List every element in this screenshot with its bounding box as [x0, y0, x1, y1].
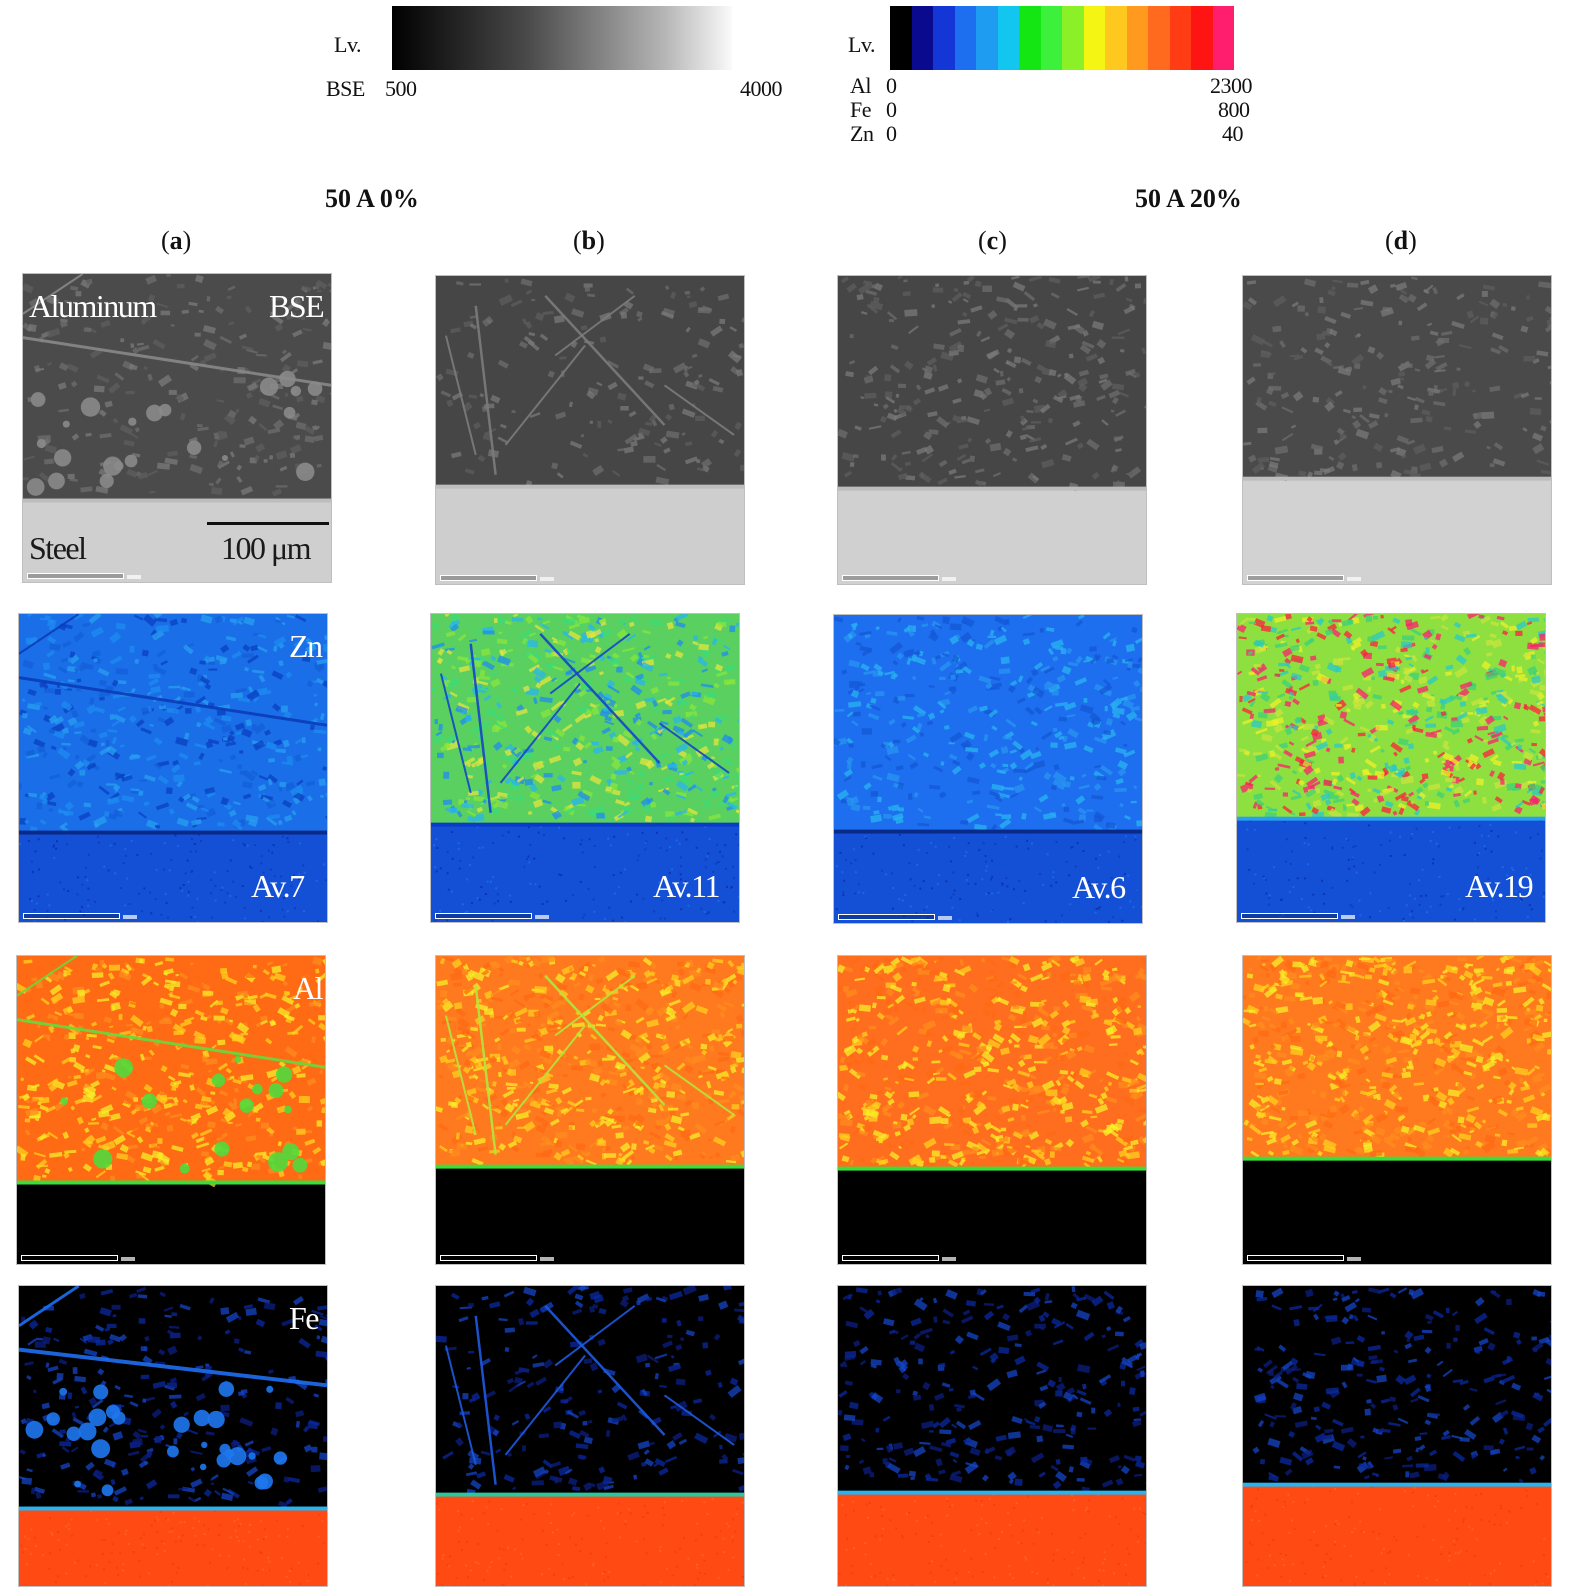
element-color-scale [890, 6, 1234, 70]
color-swatch-5 [997, 6, 1019, 70]
legend-min-zn: 0 [886, 121, 897, 146]
zn-average-a: Av.7 [251, 868, 305, 904]
fe-map-a: Fe [18, 1285, 328, 1587]
color-swatch-6 [1019, 6, 1041, 70]
zn-map-c: Av.6 [833, 614, 1143, 924]
legend-min-al: 0 [886, 73, 897, 98]
color-swatch-2 [933, 6, 955, 70]
bse-panel-label: BSE [269, 288, 325, 324]
fe-map-b [435, 1285, 745, 1587]
bse-image-a: Aluminum BSE Steel 100 μm [22, 273, 332, 583]
zn-map-a: Zn Av.7 [18, 613, 328, 923]
condition-left: 50 A 0% [325, 184, 419, 213]
bse-max: 4000 [740, 76, 783, 101]
zn-average-d: Av.19 [1465, 868, 1534, 904]
color-swatch-12 [1148, 6, 1170, 70]
fe-label: Fe [289, 1300, 320, 1336]
condition-right: 50 A 20% [1135, 184, 1242, 213]
al-map-b [435, 955, 745, 1265]
column-label-c: (c) [978, 226, 1007, 255]
color-swatch-4 [976, 6, 998, 70]
bse-lv-label: Lv. [334, 32, 362, 57]
fe-map-d [1242, 1285, 1552, 1587]
bse-label: BSE [326, 76, 365, 101]
legend-max-zn: 40 [1222, 121, 1244, 146]
zn-label: Zn [289, 628, 323, 664]
aluminum-label: Aluminum [29, 288, 157, 324]
zn-map-d: Av.19 [1236, 613, 1546, 923]
al-map-a: Al [16, 955, 326, 1265]
color-swatch-3 [954, 6, 976, 70]
bse-min: 500 [385, 76, 417, 101]
column-label-a: (a) [161, 226, 192, 255]
legend-el-al: Al [850, 73, 872, 98]
color-swatch-7 [1040, 6, 1062, 70]
color-swatch-8 [1062, 6, 1084, 70]
legend-max-al: 2300 [1210, 73, 1253, 98]
column-label-b: (b) [573, 226, 605, 255]
al-map-c [837, 955, 1147, 1265]
color-swatch-13 [1169, 6, 1191, 70]
color-swatch-9 [1083, 6, 1105, 70]
color-swatch-14 [1191, 6, 1213, 70]
al-map-d [1242, 955, 1552, 1265]
column-label-d: (d) [1385, 226, 1417, 255]
bse-image-c [837, 275, 1147, 585]
zn-average-c: Av.6 [1072, 869, 1126, 905]
legend-max-fe: 800 [1218, 97, 1250, 122]
legend-min-fe: 0 [886, 97, 897, 122]
legend-el-zn: Zn [850, 121, 874, 146]
al-label: Al [293, 970, 324, 1006]
zn-map-b: Av.11 [430, 613, 740, 923]
legend-el-fe: Fe [850, 97, 872, 122]
bse-image-b [435, 275, 745, 585]
map-lv-label: Lv. [848, 32, 876, 57]
color-swatch-0 [890, 6, 912, 70]
color-swatch-1 [911, 6, 933, 70]
bse-image-d [1242, 275, 1552, 585]
color-swatch-11 [1126, 6, 1148, 70]
color-swatch-15 [1212, 6, 1234, 70]
bse-grayscale-bar [392, 6, 732, 70]
fe-map-c [837, 1285, 1147, 1587]
scale-bar-label: 100 μm [221, 530, 312, 566]
color-swatch-10 [1105, 6, 1127, 70]
steel-label: Steel [29, 530, 87, 566]
scale-bar [207, 522, 329, 525]
zn-average-b: Av.11 [653, 868, 720, 904]
